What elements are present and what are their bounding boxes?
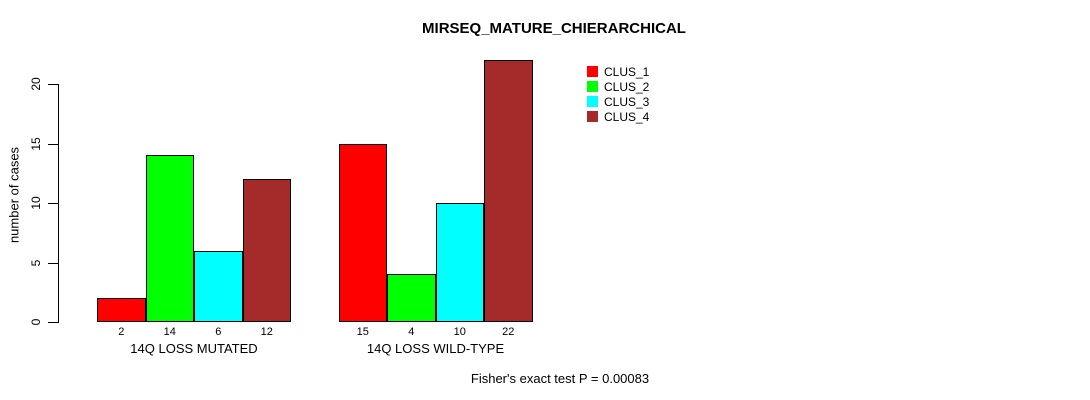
category-label: 14Q LOSS MUTATED bbox=[130, 341, 258, 356]
bar-clus_3-group1 bbox=[194, 250, 243, 322]
bar-clus_2-group2 bbox=[387, 274, 436, 322]
legend-item-clus_3: CLUS_3 bbox=[587, 94, 649, 109]
bar-value-label: 12 bbox=[260, 326, 273, 338]
y-axis-tick bbox=[48, 143, 58, 145]
bar-value-label: 22 bbox=[502, 326, 515, 338]
legend-swatch-icon bbox=[587, 81, 598, 92]
bar-value-label: 14 bbox=[163, 326, 176, 338]
legend-item-clus_1: CLUS_1 bbox=[587, 64, 649, 79]
bar-clus_1-group2 bbox=[338, 143, 387, 322]
legend-label: CLUS_4 bbox=[604, 109, 650, 124]
bar-value-label: 15 bbox=[356, 326, 369, 338]
legend-item-clus_2: CLUS_2 bbox=[587, 79, 649, 94]
annotation-fisher-test: Fisher's exact test P = 0.00083 bbox=[470, 371, 650, 386]
bar-value-label: 4 bbox=[408, 326, 415, 338]
y-axis-tick-label: 0 bbox=[29, 318, 43, 326]
y-axis-tick-label: 15 bbox=[29, 136, 43, 151]
y-axis-tick bbox=[48, 84, 58, 85]
bar-value-label: 6 bbox=[215, 326, 222, 338]
legend-label: CLUS_1 bbox=[604, 64, 650, 79]
bar-clus_4-group1 bbox=[242, 179, 291, 322]
y-axis-line bbox=[58, 84, 59, 323]
y-axis-tick bbox=[48, 322, 58, 323]
bar-clus_1-group1 bbox=[97, 298, 146, 322]
legend-label: CLUS_2 bbox=[604, 79, 650, 94]
legend-label: CLUS_3 bbox=[604, 94, 650, 109]
y-axis-title: number of cases bbox=[6, 146, 22, 244]
y-axis-tick-label: 5 bbox=[29, 259, 43, 266]
bar-value-label: 10 bbox=[453, 326, 466, 338]
legend-swatch-icon bbox=[587, 66, 598, 77]
bar-clus_3-group2 bbox=[435, 203, 484, 322]
chart-title: MIRSEQ_MATURE_CHIERARCHICAL bbox=[422, 20, 686, 37]
category-label: 14Q LOSS WILD-TYPE bbox=[366, 341, 505, 356]
bar-clus_4-group2 bbox=[484, 60, 533, 322]
bar-clus_2-group1 bbox=[145, 155, 194, 322]
y-axis-tick bbox=[48, 262, 58, 264]
bar-value-label: 2 bbox=[118, 326, 125, 338]
legend-item-clus_4: CLUS_4 bbox=[587, 109, 649, 124]
y-axis-tick-label: 10 bbox=[29, 196, 43, 210]
legend-swatch-icon bbox=[587, 111, 598, 122]
y-axis-tick bbox=[48, 203, 58, 204]
legend: CLUS_1 CLUS_2 CLUS_3 CLUS_4 bbox=[587, 64, 649, 124]
y-axis-tick-label: 20 bbox=[29, 77, 43, 91]
legend-swatch-icon bbox=[587, 96, 598, 107]
